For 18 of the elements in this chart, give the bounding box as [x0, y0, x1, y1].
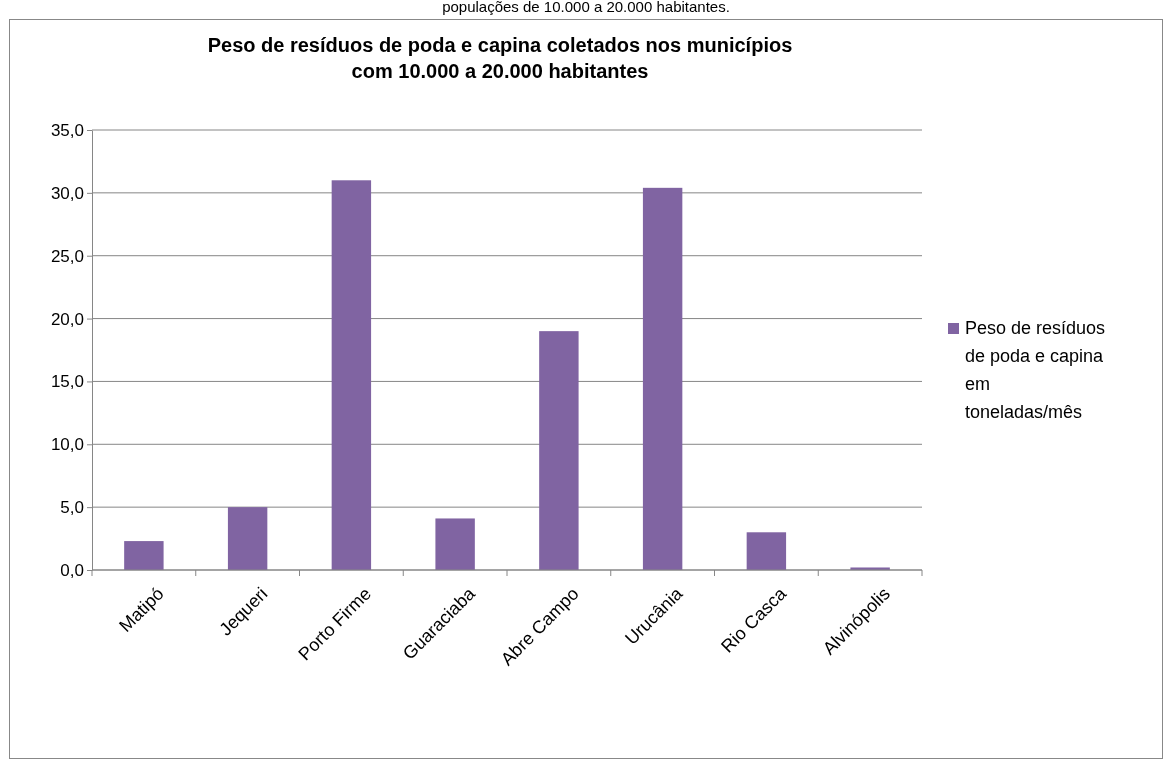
y-tick-label: 35,0 — [50, 120, 84, 140]
y-tick-label: 30,0 — [50, 183, 84, 203]
y-tick-label: 10,0 — [50, 435, 84, 455]
bar — [227, 507, 268, 570]
bar — [746, 532, 787, 570]
bar — [331, 180, 372, 570]
bar — [124, 541, 164, 570]
y-tick-label: 25,0 — [50, 246, 84, 266]
y-tick-label: 20,0 — [50, 309, 84, 329]
bar — [435, 518, 475, 570]
text: populações de 10.000 a 20.000 habitantes. — [442, 0, 730, 15]
legend-label: Peso de resíduos de poda e capina em toneladas/mês — [965, 318, 1106, 422]
chart-title: Peso de resíduos de poda e capina coletados nos municípios com 10.000 a 20.000 habitantes — [207, 34, 793, 82]
y-tick-label: 5,0 — [60, 498, 84, 518]
bar — [642, 187, 683, 570]
bar — [539, 331, 579, 570]
y-tick-label: 15,0 — [50, 372, 84, 392]
y-tick-label: 0,0 — [60, 560, 84, 580]
